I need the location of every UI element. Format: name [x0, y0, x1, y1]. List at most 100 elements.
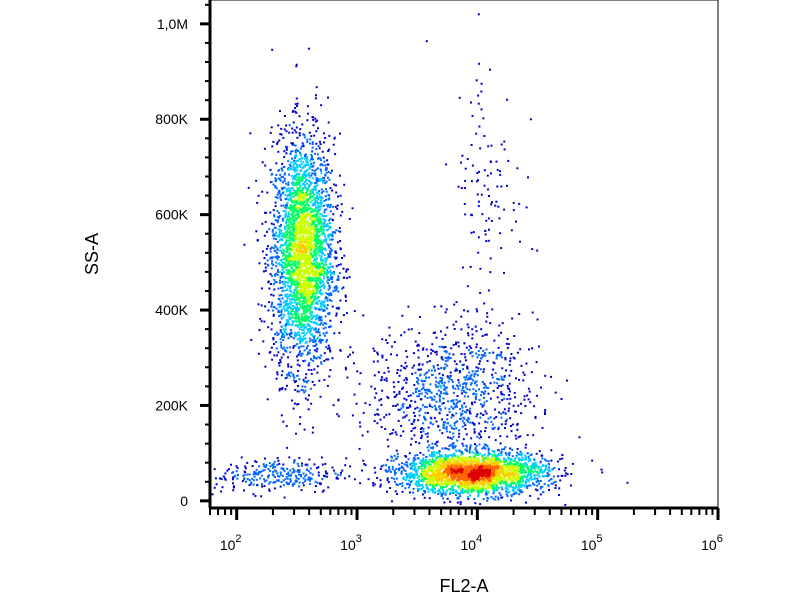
- event-dot: [287, 273, 290, 276]
- event-dot: [522, 468, 525, 471]
- event-dot: [426, 478, 429, 481]
- event-dot: [420, 467, 423, 470]
- event-dot: [288, 220, 291, 223]
- event-dot: [303, 170, 306, 173]
- event-dot: [295, 259, 298, 262]
- event-dot: [424, 459, 427, 462]
- event-dot: [522, 475, 525, 478]
- event-dot: [295, 218, 298, 220]
- event-dot: [319, 266, 322, 269]
- event-dot: [298, 199, 301, 202]
- event-dot: [278, 139, 281, 142]
- event-dot: [285, 251, 288, 253]
- event-dot: [323, 334, 326, 337]
- event-dot: [414, 458, 417, 461]
- event-dot: [307, 249, 310, 252]
- event-dot: [288, 333, 291, 335]
- event-dot: [434, 466, 437, 469]
- event-dot: [305, 208, 308, 211]
- event-dot: [271, 358, 274, 361]
- event-dot: [541, 457, 544, 460]
- event-dot: [306, 201, 309, 204]
- event-dot: [288, 163, 291, 166]
- event-dot: [301, 323, 304, 326]
- event-dot: [287, 225, 290, 228]
- event-dot: [287, 363, 290, 366]
- event-dot: [296, 302, 299, 305]
- event-dot: [451, 442, 454, 445]
- event-dot: [307, 222, 310, 225]
- event-dot: [407, 474, 410, 477]
- event-dot: [284, 216, 286, 219]
- event-dot: [280, 237, 283, 240]
- event-dot: [274, 185, 277, 188]
- event-dot: [296, 295, 299, 298]
- event-dot: [521, 452, 524, 455]
- event-dot: [395, 457, 397, 460]
- event-dot: [313, 246, 316, 249]
- event-dot: [312, 355, 315, 358]
- event-dot: [449, 454, 452, 457]
- event-dot: [318, 340, 321, 343]
- event-dot: [283, 228, 286, 230]
- event-dot: [316, 297, 319, 300]
- event-dot: [265, 247, 268, 250]
- event-dot: [309, 325, 311, 328]
- event-dot: [296, 102, 299, 105]
- event-dot: [533, 476, 536, 479]
- event-dot: [533, 458, 536, 461]
- event-dot: [521, 477, 524, 480]
- event-dot: [291, 150, 294, 153]
- event-dot: [276, 210, 279, 213]
- event-dot: [315, 223, 317, 226]
- event-dot: [300, 262, 303, 265]
- event-dot: [307, 204, 310, 206]
- event-dot: [302, 265, 304, 268]
- event-dot: [496, 448, 499, 451]
- event-dot: [283, 186, 286, 189]
- event-dot: [466, 496, 469, 498]
- event-dot: [318, 254, 321, 257]
- event-dot: [393, 469, 396, 472]
- event-dot: [313, 283, 316, 286]
- event-dot: [316, 228, 319, 231]
- event-dot: [300, 305, 303, 308]
- event-dot: [305, 231, 308, 234]
- event-dot: [305, 175, 308, 178]
- event-dot: [295, 280, 298, 283]
- event-dot: [321, 181, 324, 184]
- event-dot: [314, 97, 317, 100]
- event-dot: [300, 326, 303, 328]
- event-dot: [426, 473, 429, 476]
- event-dot: [312, 221, 315, 224]
- event-dot: [434, 464, 436, 467]
- event-dot: [472, 475, 475, 478]
- event-dot: [291, 270, 294, 273]
- event-dot: [536, 477, 539, 480]
- event-dot: [273, 234, 276, 237]
- event-dot: [280, 176, 283, 178]
- event-dot: [514, 490, 517, 493]
- event-dot: [316, 272, 319, 275]
- event-dot: [433, 483, 436, 486]
- event-dot: [316, 371, 319, 374]
- event-dot: [318, 231, 321, 234]
- event-dot: [400, 466, 403, 469]
- event-dot: [269, 250, 272, 253]
- event-dot: [276, 371, 279, 374]
- event-dot: [530, 465, 532, 468]
- event-dot: [294, 236, 297, 239]
- event-dot: [333, 332, 336, 335]
- event-dot: [452, 486, 455, 489]
- event-dot: [315, 212, 318, 215]
- event-dot: [309, 214, 311, 217]
- event-dot: [548, 489, 551, 491]
- event-dot: [309, 262, 311, 265]
- event-dot: [316, 268, 319, 271]
- event-dot: [283, 313, 286, 316]
- event-dot: [276, 240, 279, 243]
- event-dot: [296, 202, 299, 205]
- event-dot: [401, 490, 404, 493]
- event-dot: [298, 364, 301, 367]
- event-dot: [325, 340, 328, 343]
